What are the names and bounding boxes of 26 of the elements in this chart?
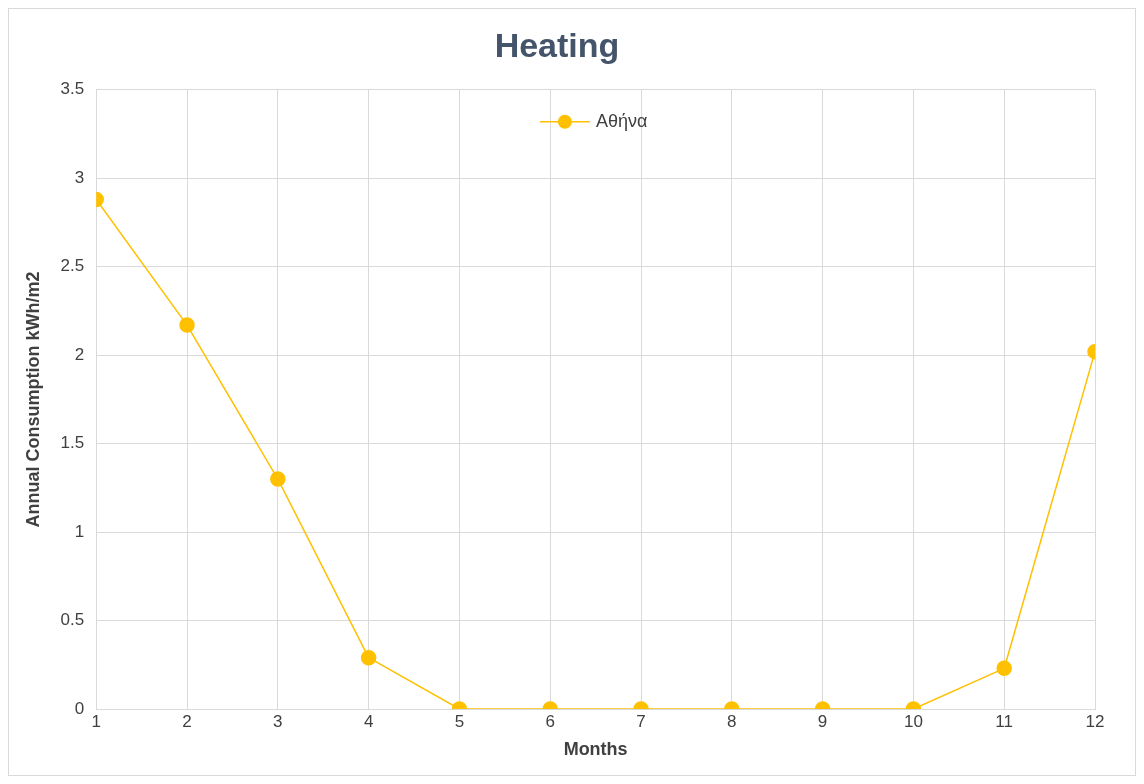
x-tick-label: 12 (1085, 711, 1105, 731)
y-tick-label: 0.5 (60, 610, 85, 630)
x-tick-label: 10 (903, 711, 923, 731)
x-axis-title: Months (563, 739, 628, 760)
chart-title: Heating (494, 25, 620, 64)
y-tick-label: 3 (74, 167, 85, 187)
y-tick-label: 2 (74, 344, 85, 364)
y-tick-label: 0 (74, 698, 85, 718)
y-tick-label: 3.5 (60, 79, 85, 99)
point (179, 317, 195, 333)
x-tick-label: 9 (817, 711, 828, 731)
point (270, 471, 286, 487)
x-tick-label: 8 (727, 711, 737, 731)
x-tick-label: 7 (636, 711, 646, 731)
y-tick-label: 1 (74, 521, 85, 541)
y-tick-label: 2.5 (60, 256, 85, 276)
x-tick-label: 1 (91, 711, 101, 731)
x-tick-label: 4 (363, 711, 374, 731)
x-tick-label: 5 (454, 711, 465, 731)
x-tick-label: 2 (182, 711, 192, 731)
x-tick-label: 11 (995, 711, 1014, 731)
x-tick-label: 3 (273, 711, 283, 731)
y-axis-title: Annual Consumption kWh/m2 (22, 271, 43, 528)
y-tick-label: 1.5 (60, 433, 85, 453)
x-tick-label: 6 (545, 711, 555, 731)
legend-label: Αθήνα (595, 110, 648, 131)
